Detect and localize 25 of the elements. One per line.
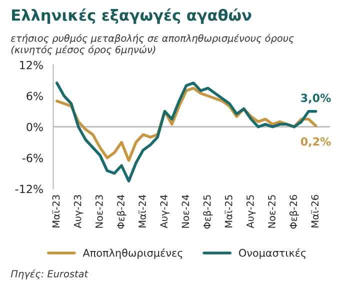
x-tick-label: Αυγ-23	[74, 195, 84, 228]
x-tick-label: Νοε-24	[182, 194, 190, 228]
y-tick-label: 12%	[20, 60, 43, 70]
chart-title: Ελληνικές εξαγωγές αγαθών	[12, 8, 252, 24]
x-tick-label: Αυγ-25	[246, 195, 256, 228]
x-tick-label: Φεβ-25	[203, 195, 213, 229]
chart-subtitle: ετήσιος ρυθμός μεταβολής σε αποπληθωρισμένους όρους (κινητός μέσος όρος 6μηνών)	[11, 34, 294, 56]
y-tick-label: 6%	[26, 92, 43, 100]
x-tick-label: Μαϊ-25	[224, 195, 232, 228]
y-tick-label: -6%	[22, 154, 43, 162]
x-tick-label: Νοε-25	[268, 195, 276, 228]
annotation: 0,2%	[300, 137, 331, 148]
y-tick-label: -12%	[15, 184, 43, 194]
legend-label: Αποπληθωρισμένες	[82, 248, 182, 259]
x-tick-label: Φεβ-26	[289, 194, 299, 229]
annotation: 3,0%	[301, 94, 331, 104]
x-tick-label: Αυγ-24	[160, 194, 170, 228]
legend-label: Ονομαστικές	[239, 248, 306, 259]
x-tick-label: Νοε-23	[95, 195, 103, 228]
x-tick-label: Μαϊ-23	[52, 195, 60, 228]
x-tick-label: Μαϊ-24	[138, 194, 146, 228]
x-tick-label: Μαϊ-26	[311, 194, 319, 228]
text: Πηγές: Eurostat	[10, 270, 88, 280]
y-tick-label: 0%	[26, 122, 43, 132]
x-tick-label: Φεβ-24	[116, 194, 126, 229]
